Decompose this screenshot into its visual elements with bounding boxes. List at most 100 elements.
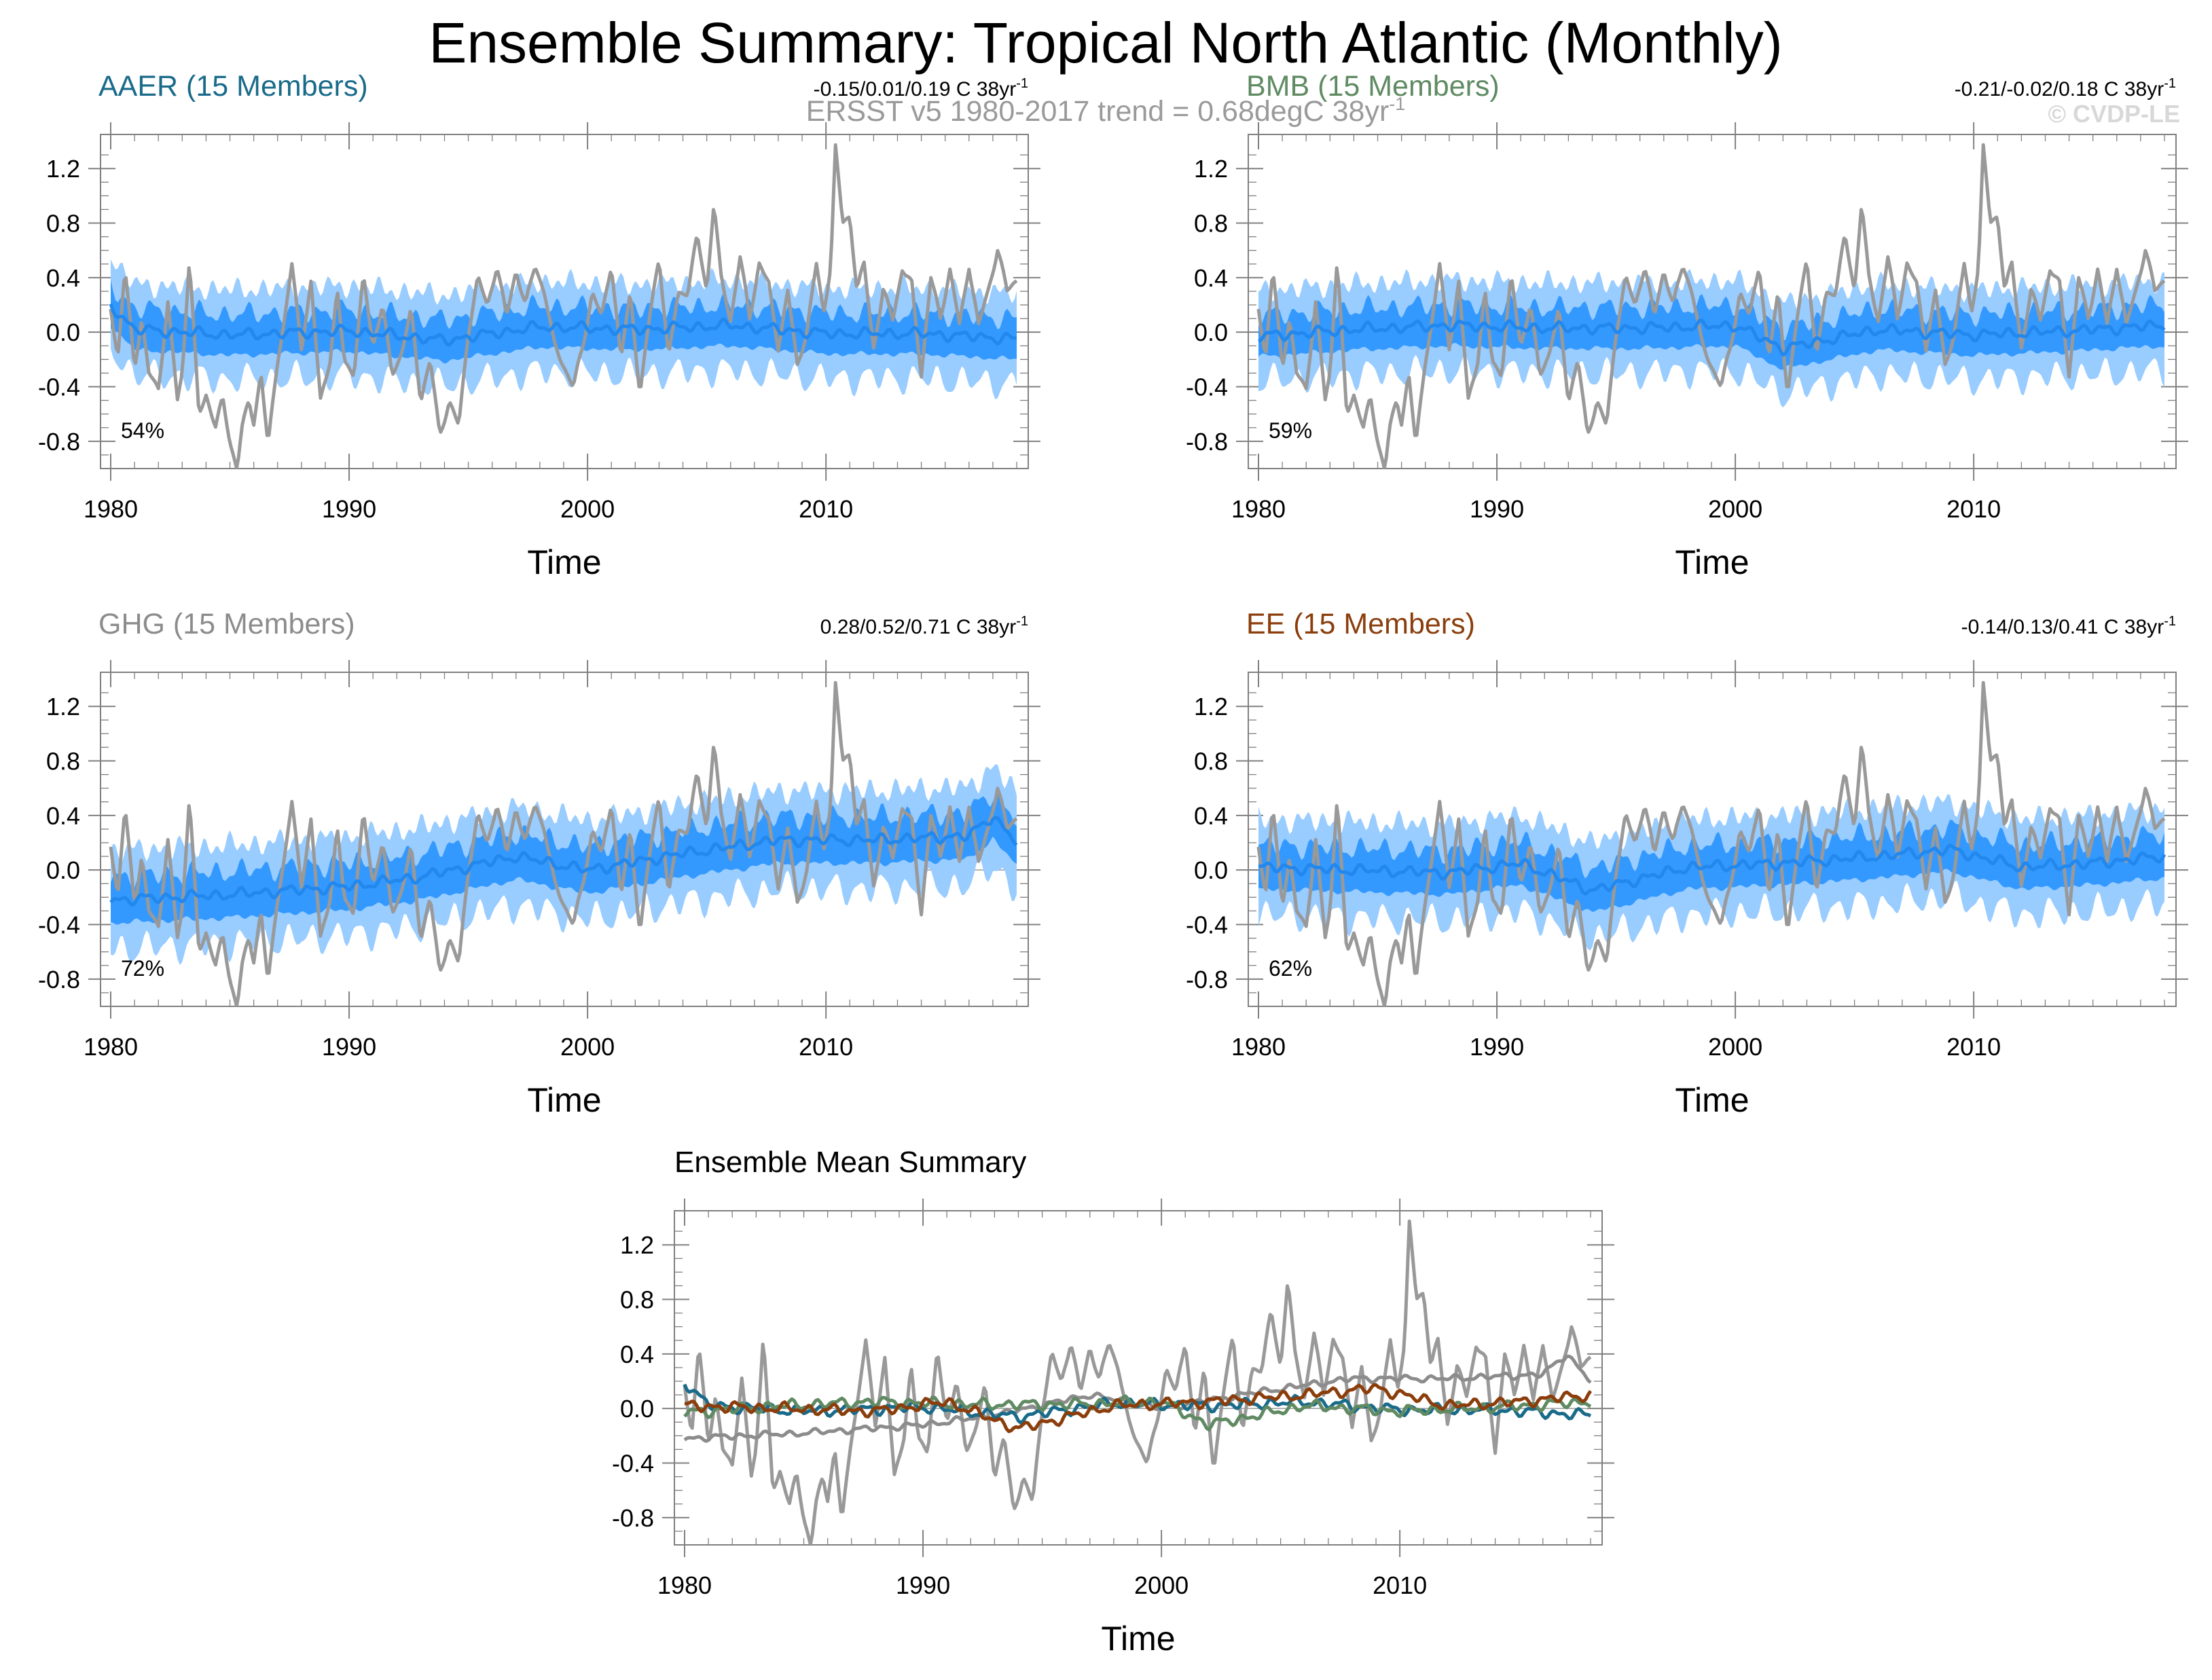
x-axis-title: Time (1101, 1620, 1175, 1658)
observed-trend-text: ERSST v5 1980-2017 trend = 0.68degC 38yr (806, 95, 1390, 128)
y-tick-label: -0.8 (38, 428, 80, 456)
x-tick-label: 2000 (1708, 1033, 1762, 1061)
percent-label: 62% (1269, 956, 1312, 981)
y-tick-label: 0.0 (46, 856, 80, 884)
observed-line (683, 1219, 1592, 1545)
y-tick-label: -0.8 (1186, 966, 1228, 993)
y-tick-label: -0.4 (38, 911, 80, 939)
x-tick-label: 2010 (799, 1033, 853, 1061)
y-tick-label: -0.4 (612, 1450, 654, 1478)
observed-trend-sup: -1 (1389, 94, 1405, 114)
y-tick-label: 0.8 (46, 748, 80, 775)
y-tick-label: -0.4 (1186, 911, 1228, 939)
x-axis-title: Time (1675, 543, 1749, 581)
panel-ensemble-mean: 1.2 0.8 0.4 0.0 -0.4 -0.8 1980 1990 2000 2010 Time… (612, 1146, 1614, 1658)
y-tick-label: 1.2 (620, 1231, 654, 1259)
y-tick-label: 0.0 (620, 1395, 654, 1423)
x-tick-label: 1980 (84, 1033, 138, 1061)
y-tick-label: 0.4 (1194, 264, 1228, 292)
x-tick-label: 2000 (1134, 1571, 1189, 1599)
y-tick-label: 1.2 (46, 155, 80, 183)
series-line-ee (684, 1383, 1593, 1434)
trend-sup: -1 (2164, 76, 2176, 91)
y-tick-label: -0.4 (1186, 373, 1228, 401)
x-axis-title: Time (1675, 1081, 1749, 1119)
panel-title: BMB (15 Members) (1246, 70, 1500, 103)
trend-label: 0.28/0.52/0.71 C 38yr-1 (820, 614, 1028, 638)
observed-line (109, 680, 1018, 1006)
trend-sup: -1 (1016, 614, 1028, 629)
plot-frame (100, 672, 1029, 1007)
panel-bmb: 1.2 0.8 0.4 0.0 -0.4 -0.8 1980 1990 2000 2010 Time… (1186, 70, 2188, 581)
x-tick-label: 1990 (322, 495, 376, 523)
trend-label: -0.21/-0.02/0.18 C 38yr-1 (1955, 76, 2176, 101)
spread-inner-band (111, 279, 1017, 364)
observed-line (1256, 680, 2166, 1006)
plot-area (1256, 680, 2166, 1006)
x-tick-label: 2010 (1373, 1571, 1427, 1599)
plot-frame (100, 134, 1029, 469)
panel-ee: 1.2 0.8 0.4 0.0 -0.4 -0.8 1980 1990 2000 2010 Time… (1186, 608, 2188, 1119)
plot-area (109, 680, 1018, 1006)
watermark: © CVDP-LE (2048, 100, 2180, 128)
trend-sup: -1 (2164, 614, 2176, 629)
observed-line (1256, 143, 2166, 469)
x-tick-label: 1980 (84, 495, 138, 523)
y-tick-label: 0.4 (1194, 802, 1228, 830)
y-tick-label: -0.4 (38, 373, 80, 401)
plot-frame (1248, 672, 2177, 1007)
x-axis-title: Time (527, 1081, 601, 1119)
panel-aaer: 1.2 0.8 0.4 0.0 -0.4 -0.8 1980 1990 2000 2010 Time… (38, 70, 1040, 581)
y-tick-label: 0.8 (1194, 210, 1228, 238)
x-tick-label: 2010 (799, 495, 853, 523)
x-tick-label: 1980 (1231, 1033, 1286, 1061)
trend-label: -0.15/0.01/0.19 C 38yr-1 (814, 76, 1028, 101)
x-tick-label: 2010 (1946, 495, 2001, 523)
y-tick-label: 0.0 (1194, 856, 1228, 884)
y-tick-label: 0.0 (1194, 318, 1228, 346)
panel-title: AAER (15 Members) (98, 70, 368, 103)
y-tick-label: 1.2 (46, 693, 80, 720)
plot-frame (674, 1210, 1603, 1546)
x-tick-label: 1990 (896, 1571, 950, 1599)
observed-line (109, 143, 1018, 469)
plot-area (109, 143, 1018, 469)
percent-label: 72% (121, 956, 164, 981)
trend-text: -0.14/0.13/0.41 C 38yr (1961, 616, 2164, 638)
panels: 1.2 0.8 0.4 0.0 -0.4 -0.8 1980 1990 2000 2010 Time… (38, 70, 2188, 1658)
trend-text: 0.28/0.52/0.71 C 38yr (820, 616, 1017, 638)
x-tick-label: 1980 (1231, 495, 1286, 523)
x-tick-label: 1980 (657, 1571, 712, 1599)
x-tick-label: 2010 (1946, 1033, 2001, 1061)
trend-label: -0.14/0.13/0.41 C 38yr-1 (1961, 614, 2176, 638)
panel-title: EE (15 Members) (1246, 608, 1475, 640)
percent-label: 54% (121, 418, 164, 443)
x-tick-label: 2000 (1708, 495, 1762, 523)
y-tick-label: -0.8 (612, 1504, 654, 1532)
ensemble-mean-line (1258, 843, 2166, 896)
x-axis-title: Time (527, 543, 601, 581)
x-tick-label: 1990 (322, 1033, 376, 1061)
x-tick-label: 1990 (1470, 495, 1524, 523)
ensemble-mean-line (109, 816, 1018, 907)
y-tick-label: 0.0 (46, 318, 80, 346)
y-tick-label: 0.4 (46, 264, 80, 292)
observed-trend-subtitle: ERSST v5 1980-2017 trend = 0.68degC 38yr… (806, 94, 1406, 128)
y-tick-label: 0.8 (620, 1286, 654, 1314)
ensemble-mean-line (1258, 318, 2166, 357)
y-tick-label: 0.8 (46, 210, 80, 238)
y-tick-label: 0.4 (46, 802, 80, 830)
ensemble-mean-line (109, 303, 1017, 347)
y-tick-label: 1.2 (1194, 693, 1228, 720)
x-tick-label: 2000 (560, 1033, 615, 1061)
y-tick-label: -0.8 (38, 966, 80, 993)
x-tick-label: 1990 (1470, 1033, 1524, 1061)
x-tick-label: 2000 (560, 495, 615, 523)
y-tick-label: 0.8 (1194, 748, 1228, 775)
spread-inner-band (111, 792, 1017, 925)
y-tick-label: -0.8 (1186, 428, 1228, 456)
plot-frame (1248, 134, 2177, 469)
trend-text: -0.21/-0.02/0.18 C 38yr (1955, 78, 2164, 101)
panel-title: GHG (15 Members) (98, 608, 355, 640)
